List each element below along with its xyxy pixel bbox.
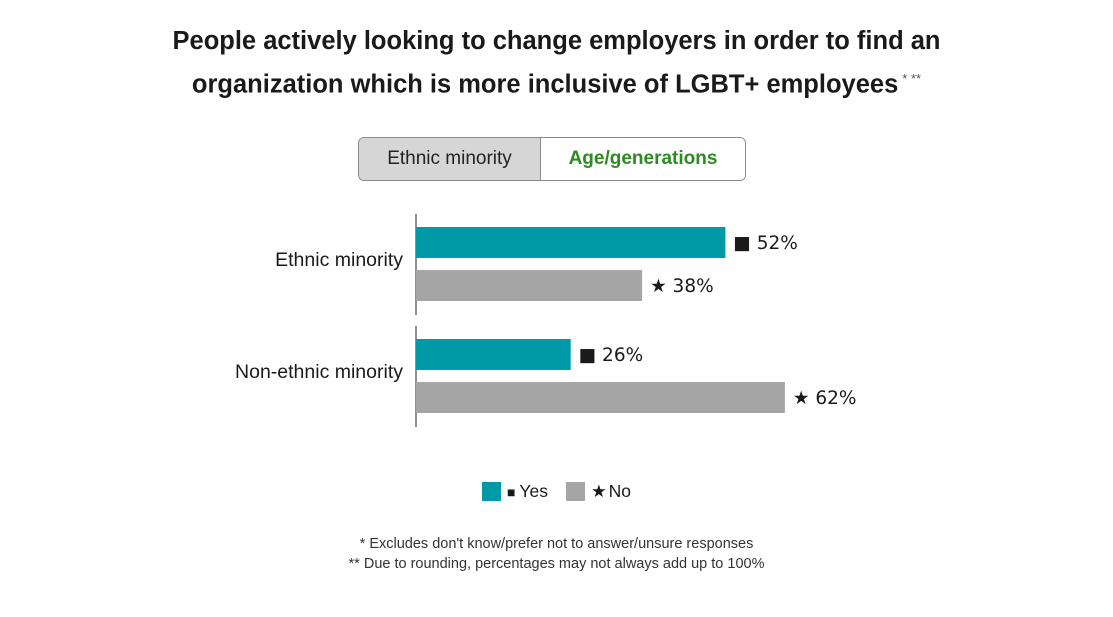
chart-title: People actively looking to change employ… <box>0 22 1113 104</box>
bar-yes-ethnic-minority <box>416 227 726 258</box>
footnotes: * Excludes don't know/prefer not to answ… <box>0 534 1113 574</box>
legend-label-no: No <box>608 481 632 501</box>
toggle-age-generations[interactable]: Age/generations <box>541 138 745 180</box>
data-label-no-ethnic-minority: ★ 38% <box>650 276 714 297</box>
data-label-yes-non-ethnic-minority: ■ 26% <box>579 345 643 366</box>
bar-no-non-ethnic-minority <box>416 382 785 413</box>
footnote-1: * Excludes don't know/prefer not to answ… <box>359 536 754 552</box>
legend-swatch-yes <box>481 482 501 501</box>
legend-marker-yes: ■ <box>506 483 516 500</box>
bar-no-ethnic-minority <box>416 270 643 301</box>
legend-item-yes: ■ Yes <box>481 481 548 502</box>
category-label-non-ethnic-minority: Non-ethnic minority <box>235 361 403 383</box>
chart-title-line-2: organization which is more inclusive of … <box>0 60 1113 104</box>
footnote-2: ** Due to rounding, percentages may not … <box>348 556 765 572</box>
chart-title-line-1: People actively looking to change employ… <box>172 27 941 55</box>
chart-title-line-2-text: organization which is more inclusive of … <box>191 70 899 99</box>
chart-legend: ■ Yes ★ No <box>0 481 1113 502</box>
view-toggle: Ethnic minority Age/generations <box>358 137 746 181</box>
legend-item-no: ★ No <box>565 481 632 502</box>
data-label-no-non-ethnic-minority: ★ 62% <box>793 388 857 409</box>
toggle-ethnic-minority[interactable]: Ethnic minority <box>359 138 541 180</box>
title-footnote-marker: * ** <box>902 71 922 86</box>
legend-swatch-no <box>565 482 585 501</box>
legend-marker-no: ★ <box>590 481 607 501</box>
bar-chart: Ethnic minority ■ 52% ★ 38% Non-ethnic mino… <box>235 214 857 427</box>
category-label-ethnic-minority: Ethnic minority <box>275 249 403 271</box>
legend-label-yes: Yes <box>519 481 548 501</box>
bar-yes-non-ethnic-minority <box>416 339 571 370</box>
data-label-yes-ethnic-minority: ■ 52% <box>733 233 797 254</box>
